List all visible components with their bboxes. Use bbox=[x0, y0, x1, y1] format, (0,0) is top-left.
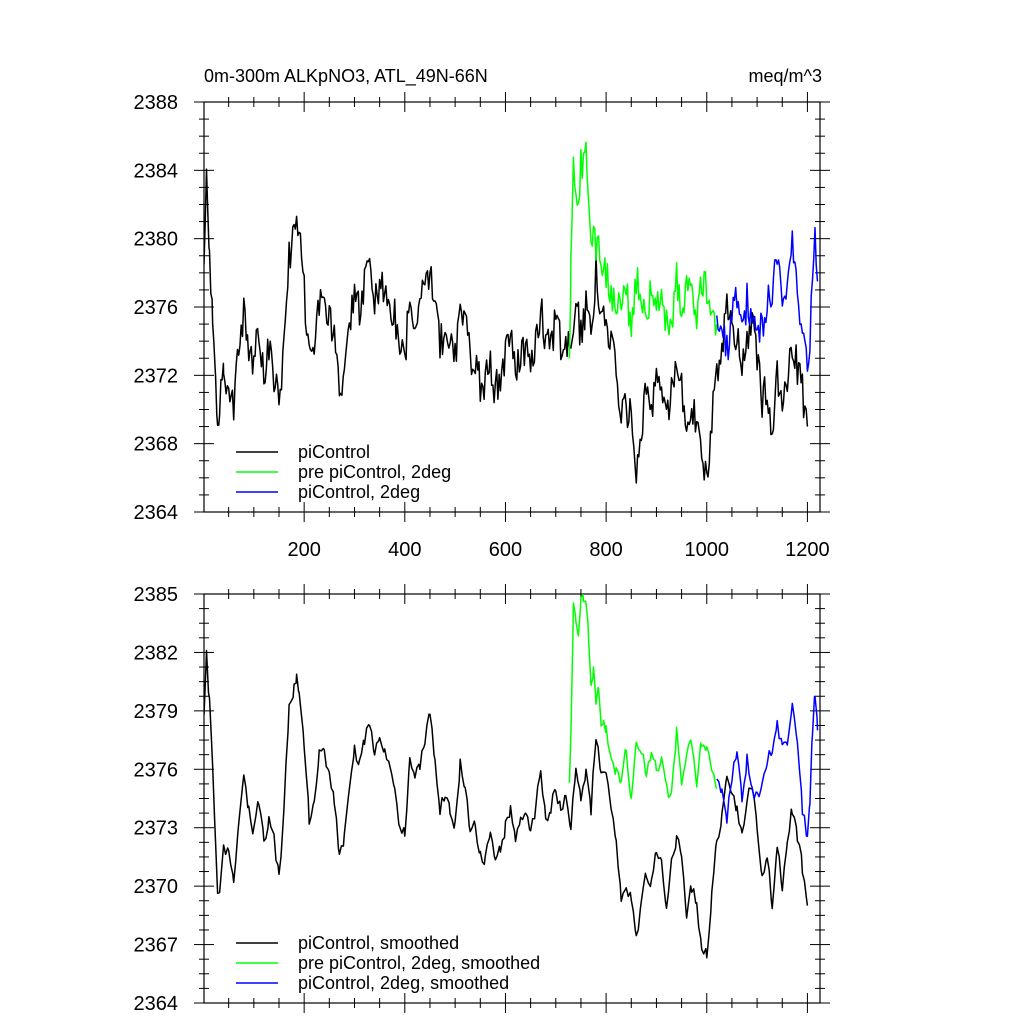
top-panel: 200 400 600 800 1000 1200 2364 2368 2372 2376 2380… bbox=[134, 92, 830, 561]
y-tick-label: 2384 bbox=[134, 160, 179, 182]
y-tick-label: 2382 bbox=[134, 642, 179, 664]
x-tick-label: 600 bbox=[489, 539, 522, 561]
figure-units: meq/m^3 bbox=[749, 66, 822, 86]
y-tick-label: 2368 bbox=[134, 434, 179, 456]
y-tick-label: 2376 bbox=[134, 759, 179, 781]
y-tick-label: 2380 bbox=[134, 229, 179, 251]
series-line-pre-picontrol-2deg-smoothed bbox=[568, 594, 718, 800]
x-tick-label: 800 bbox=[589, 539, 622, 561]
figure-title: 0m-300m ALKpNO3, ATL_49N-66N bbox=[204, 66, 488, 87]
y-tick-label: 2379 bbox=[134, 701, 179, 723]
x-tick-label: 400 bbox=[388, 539, 421, 561]
series-line-picontrol-2deg bbox=[716, 226, 819, 372]
legend-label: pre piControl, 2deg bbox=[298, 462, 451, 482]
series-line-picontrol bbox=[204, 168, 809, 484]
y-tick-label: 2376 bbox=[134, 297, 179, 319]
y-tick-label: 2367 bbox=[134, 935, 179, 957]
legend-label: piControl, 2deg bbox=[298, 482, 420, 502]
y-tick-label: 2388 bbox=[134, 92, 179, 114]
legend-label: pre piControl, 2deg, smoothed bbox=[298, 953, 540, 973]
x-tick-label: 1000 bbox=[685, 539, 730, 561]
y-tick-label: 2385 bbox=[134, 584, 179, 606]
legend-label: piControl, 2deg, smoothed bbox=[298, 973, 509, 993]
x-tick-label: 200 bbox=[287, 539, 320, 561]
series-line-pre-picontrol-2deg bbox=[568, 141, 718, 359]
legend-label: piControl bbox=[298, 442, 370, 462]
x-tick-label: 1200 bbox=[785, 539, 830, 561]
legend-label: piControl, smoothed bbox=[298, 933, 459, 953]
plot-frame bbox=[203, 593, 821, 1004]
y-tick-label: 2364 bbox=[134, 502, 179, 524]
bottom-panel: 2364 2367 2370 2373 2376 2379 2382 2385 piContro… bbox=[134, 584, 830, 1015]
series-line-picontrol-smoothed bbox=[204, 649, 809, 959]
series-line-picontrol-2deg-smoothed bbox=[716, 695, 819, 838]
y-tick-label: 2373 bbox=[134, 818, 179, 840]
y-tick-label: 2372 bbox=[134, 365, 179, 387]
y-tick-label: 2370 bbox=[134, 876, 179, 898]
y-tick-label: 2364 bbox=[134, 993, 179, 1015]
